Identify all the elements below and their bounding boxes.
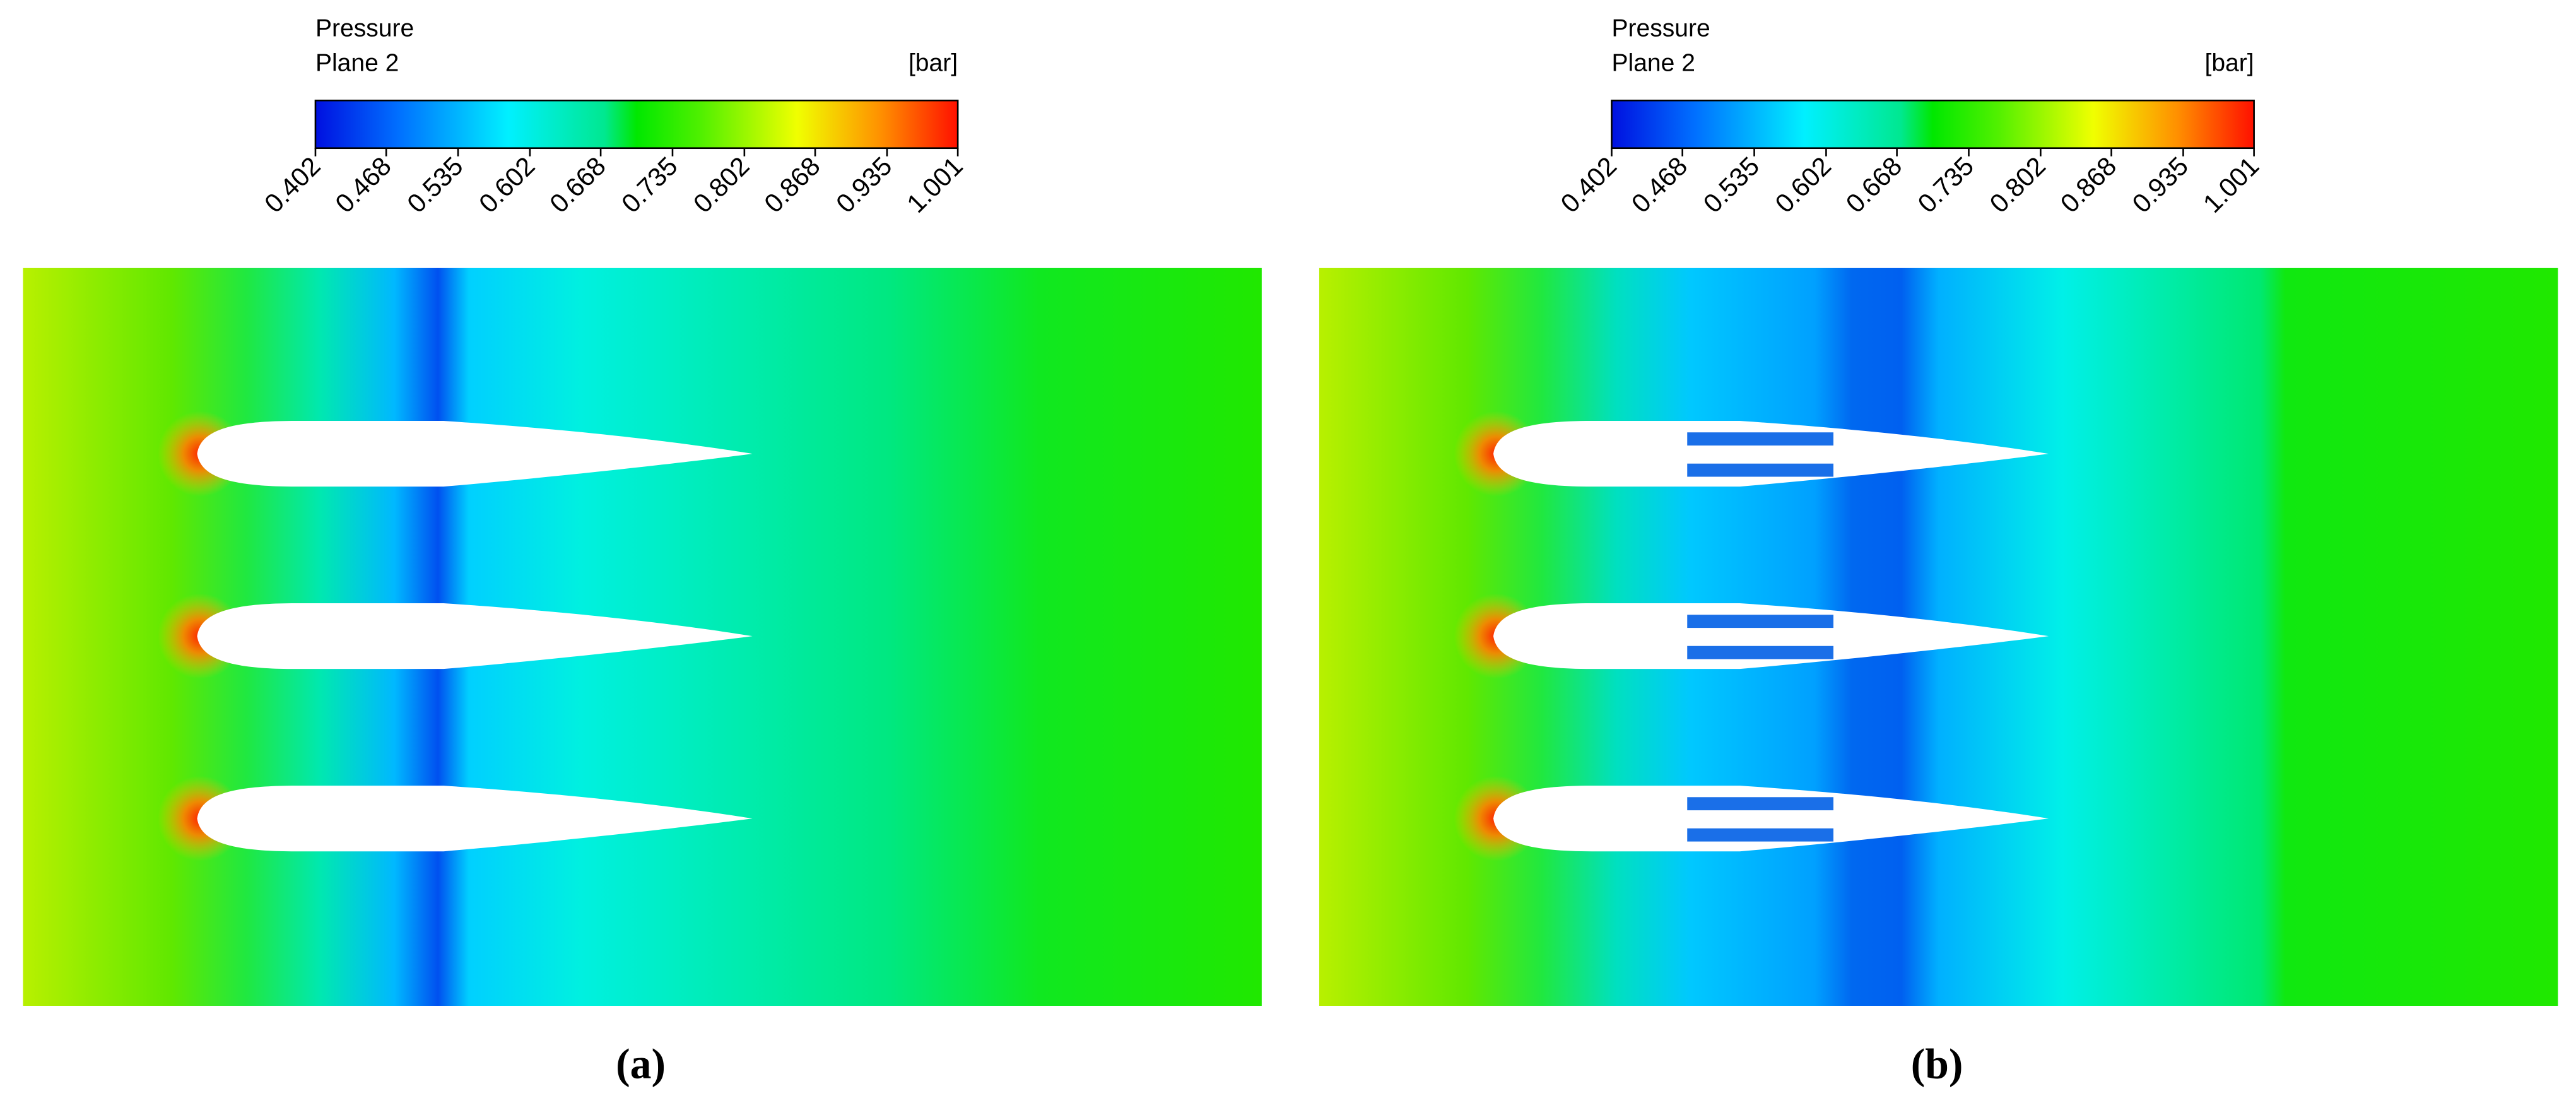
caption: (b)	[1911, 1041, 1963, 1088]
slot	[1687, 797, 1834, 811]
tick-label: 0.602	[473, 151, 541, 218]
tick-label: 0.668	[544, 151, 611, 218]
tick-label: 0.535	[401, 151, 469, 218]
tick-label: 0.802	[1984, 151, 2051, 218]
slot	[1687, 646, 1834, 659]
tick-label: 0.802	[688, 151, 755, 218]
tick-label: 1.001	[2197, 151, 2264, 218]
legend-title: Pressure	[1611, 15, 1710, 42]
colorbar	[314, 99, 959, 150]
tick-label: 0.468	[1625, 151, 1693, 218]
tick-label: 0.468	[329, 151, 397, 218]
panel: Pressure Plane 2 [bar] 0.402 0.468 0.535 0.602…	[23, 15, 1262, 1088]
slot	[1687, 615, 1834, 628]
tick-label: 0.602	[1769, 151, 1837, 218]
legend-subtitle: Plane 2	[1611, 49, 1695, 76]
colorbar	[1611, 99, 2255, 150]
slot	[1687, 432, 1834, 446]
caption: (a)	[616, 1041, 666, 1088]
panel: Pressure Plane 2 [bar] 0.402 0.468 0.535 0.602…	[1319, 15, 2558, 1088]
legend-unit: [bar]	[909, 49, 958, 76]
tick-label: 0.668	[1840, 151, 1907, 218]
tick-label: 0.735	[616, 151, 683, 218]
tick-label: 1.001	[901, 151, 968, 218]
tick-label: 0.935	[830, 151, 898, 218]
tick-label: 0.868	[758, 151, 826, 218]
tick-label: 0.402	[1555, 151, 1622, 218]
slot	[1687, 828, 1834, 842]
tick-label: 0.868	[2054, 151, 2122, 218]
tick-label: 0.535	[1697, 151, 1765, 218]
legend-unit: [bar]	[2204, 49, 2254, 76]
tick-label: 0.935	[2126, 151, 2194, 218]
tick-label: 0.735	[1912, 151, 1979, 218]
legend-subtitle: Plane 2	[315, 49, 399, 76]
tick-label: 0.402	[259, 151, 326, 218]
legend-title: Pressure	[315, 15, 414, 42]
slot	[1687, 463, 1834, 477]
